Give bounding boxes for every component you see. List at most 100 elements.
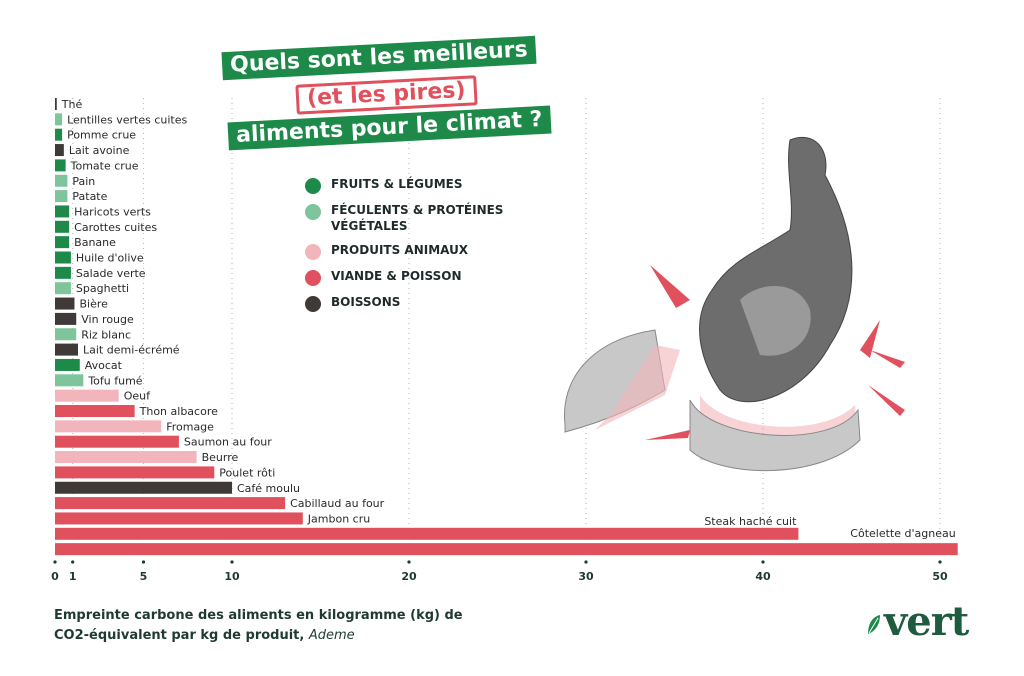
tick-mark [938, 560, 942, 564]
bar [55, 405, 135, 417]
legend-label-animaux: PRODUITS ANIMAUX [331, 243, 469, 257]
bar-label: Carottes cuites [74, 221, 157, 234]
bar-label: Pomme crue [67, 129, 136, 142]
bar-label: Bière [79, 298, 108, 311]
bar [55, 358, 80, 371]
bar-label: Poulet rôti [219, 466, 275, 479]
bar [55, 328, 77, 341]
tick-label: 0 [51, 570, 59, 583]
bar-label: Thon albacore [139, 405, 218, 418]
bar-label: Oeuf [124, 390, 151, 403]
burst-mark [868, 385, 905, 416]
tick-label: 30 [578, 570, 594, 583]
bar-label: Tofu fumé [87, 374, 142, 387]
bar-label: Tomate crue [70, 159, 139, 172]
bar [55, 420, 162, 433]
burst-mark [870, 350, 905, 368]
bar-label: Beurre [202, 451, 239, 464]
bar [55, 527, 799, 540]
bar [55, 389, 119, 402]
legend-dot-fruits [305, 178, 321, 194]
burst-mark [645, 430, 690, 440]
bar-label: Lait demi-écrémé [83, 344, 180, 357]
bar-label: Vin rouge [81, 313, 134, 326]
bar [55, 374, 84, 387]
steak [699, 137, 853, 403]
legend-item-feculents: FÉCULENTS & PROTÉINES VÉGÉTALES [305, 202, 511, 234]
bar-label: Lentilles vertes cuites [67, 113, 187, 126]
legend-item-fruits: FRUITS & LÉGUMES [305, 176, 511, 194]
legend-item-animaux: PRODUITS ANIMAUX [305, 242, 511, 260]
bar-label: Café moulu [237, 482, 300, 495]
bar [55, 98, 57, 110]
bar-label: Pain [72, 175, 95, 188]
bar [55, 343, 79, 356]
tick-label: 20 [401, 570, 417, 583]
legend-item-viande: VIANDE & POISSON [305, 268, 511, 286]
plate-shadow [595, 345, 680, 430]
legend-item-boissons: BOISSONS [305, 294, 511, 312]
bar [55, 435, 179, 448]
bar [55, 174, 68, 187]
bar [55, 466, 215, 479]
bar-label: Riz blanc [81, 328, 131, 341]
footer-text: Empreinte carbone des aliments en kilogr… [54, 608, 463, 643]
bar [55, 451, 197, 464]
bar-label: Thé [61, 98, 83, 111]
steak-marbling [740, 286, 811, 356]
legend-dot-viande [305, 270, 321, 286]
bar-label: Cabillaud au four [290, 497, 385, 510]
tick-label: 50 [932, 570, 948, 583]
tick-mark [584, 560, 588, 564]
bar [55, 190, 68, 203]
bar [55, 543, 958, 556]
legend-dot-feculents [305, 204, 321, 220]
bar [55, 236, 70, 249]
bar-label: Banane [74, 236, 116, 249]
tick-mark [761, 560, 765, 564]
tick-label: 1 [69, 570, 77, 583]
burst-mark [650, 265, 690, 308]
legend-label-viande: VIANDE & POISSON [331, 269, 462, 283]
bar-label: Lait avoine [69, 144, 130, 157]
plate-piece [689, 399, 861, 472]
tick-mark [141, 560, 146, 564]
footer-caption: Empreinte carbone des aliments en kilogr… [54, 606, 474, 646]
tick-mark [407, 560, 411, 564]
bar-label: Haricots verts [74, 205, 151, 218]
bar [55, 205, 70, 218]
bar-label: Jambon cru [307, 512, 370, 525]
burst-mark [860, 320, 880, 358]
bar [55, 266, 71, 279]
bar-label: Steak haché cuit [704, 515, 797, 528]
vert-logo: vert [884, 598, 969, 645]
bar [55, 220, 70, 233]
tick-label: 5 [140, 570, 148, 583]
tick-label: 40 [755, 570, 771, 583]
bar-label: Avocat [85, 359, 123, 372]
footer-source: Ademe [308, 628, 355, 643]
bar-label: Huile d'olive [76, 252, 144, 265]
bar-label: Fromage [166, 420, 214, 433]
bar [55, 251, 71, 264]
legend-label-feculents: FÉCULENTS & PROTÉINES VÉGÉTALES [331, 203, 504, 233]
bar-label: Salade verte [76, 267, 146, 280]
tick-mark [53, 560, 57, 564]
bar [55, 312, 77, 325]
tick-mark [71, 560, 75, 564]
bar [55, 282, 71, 295]
bar [55, 113, 63, 126]
plate-shard [563, 329, 666, 433]
bar-label: Spaghetti [76, 282, 129, 295]
bar [55, 497, 286, 510]
legend: FRUITS & LÉGUMES FÉCULENTS & PROTÉINES V… [305, 176, 511, 320]
legend-dot-animaux [305, 244, 321, 260]
bar [55, 297, 75, 310]
tick-mark [230, 560, 234, 564]
legend-label-fruits: FRUITS & LÉGUMES [331, 177, 463, 191]
bar [55, 144, 64, 157]
bar [55, 159, 66, 172]
tick-label: 10 [224, 570, 240, 583]
leaf-icon [868, 615, 880, 634]
